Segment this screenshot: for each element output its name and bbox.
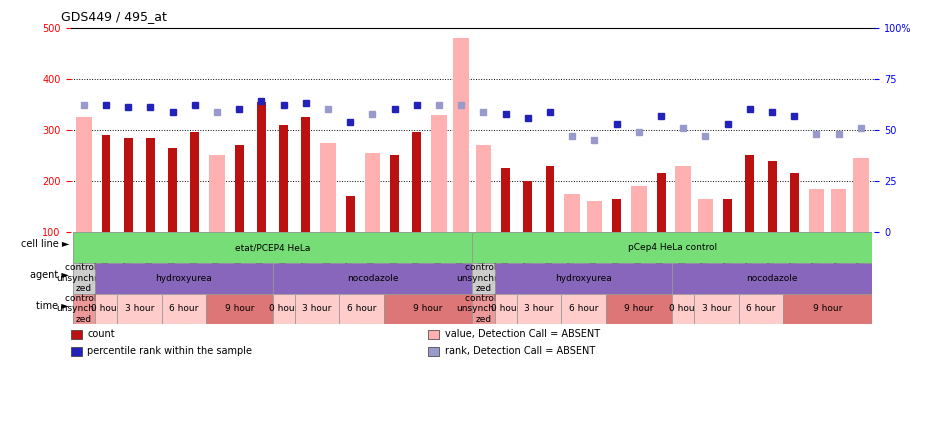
Bar <box>657 173 666 232</box>
Bar <box>831 189 846 232</box>
Bar <box>257 102 266 232</box>
Bar <box>279 125 288 232</box>
Bar <box>453 38 469 232</box>
Bar <box>723 199 732 232</box>
Bar <box>476 145 492 232</box>
Text: 0 hour: 0 hour <box>91 304 120 314</box>
Bar <box>365 153 380 232</box>
Text: value, Detection Call = ABSENT: value, Detection Call = ABSENT <box>445 329 600 340</box>
Text: 6 hour: 6 hour <box>569 304 598 314</box>
Bar <box>390 155 400 232</box>
Text: 3 hour: 3 hour <box>303 304 332 314</box>
Bar <box>676 166 691 232</box>
Bar <box>146 138 155 232</box>
Text: 0 hour: 0 hour <box>668 304 698 314</box>
Text: 0 hour: 0 hour <box>269 304 298 314</box>
Text: 3 hour: 3 hour <box>125 304 154 314</box>
Text: rank, Detection Call = ABSENT: rank, Detection Call = ABSENT <box>445 346 595 357</box>
Text: pCep4 HeLa control: pCep4 HeLa control <box>628 243 716 252</box>
Text: time ►: time ► <box>37 301 70 311</box>
Bar <box>210 155 225 232</box>
Bar <box>76 117 91 232</box>
Bar <box>168 148 177 232</box>
Bar <box>545 166 555 232</box>
Bar <box>854 158 869 232</box>
Bar <box>235 145 243 232</box>
Text: control -
unsynchroni
zed: control - unsynchroni zed <box>56 294 112 324</box>
Text: cell line ►: cell line ► <box>21 239 70 250</box>
Text: 6 hour: 6 hour <box>347 304 376 314</box>
Text: hydroxyurea: hydroxyurea <box>555 273 612 283</box>
Text: percentile rank within the sample: percentile rank within the sample <box>87 346 253 357</box>
Text: 6 hour: 6 hour <box>169 304 198 314</box>
Bar <box>124 138 133 232</box>
Text: 3 hour: 3 hour <box>525 304 554 314</box>
Text: 9 hour: 9 hour <box>813 304 842 314</box>
Bar <box>501 168 510 232</box>
Bar <box>191 132 199 232</box>
Text: hydroxyurea: hydroxyurea <box>155 273 212 283</box>
Text: 3 hour: 3 hour <box>702 304 731 314</box>
Bar <box>697 199 713 232</box>
Bar <box>413 132 421 232</box>
Bar <box>745 155 754 232</box>
Text: 9 hour: 9 hour <box>225 304 254 314</box>
Bar <box>346 196 354 232</box>
Bar <box>321 143 336 232</box>
Text: control -
unsynchroni
zed: control - unsynchroni zed <box>456 294 511 324</box>
Bar <box>431 115 446 232</box>
Text: control -
unsynchroni
zed: control - unsynchroni zed <box>456 263 511 293</box>
Bar <box>524 181 532 232</box>
Text: 9 hour: 9 hour <box>414 304 443 314</box>
Bar <box>612 199 621 232</box>
Text: agent ►: agent ► <box>30 270 70 280</box>
Bar <box>102 135 111 232</box>
Text: nocodazole: nocodazole <box>746 273 798 283</box>
Bar <box>631 186 647 232</box>
Text: GDS449 / 495_at: GDS449 / 495_at <box>61 10 167 23</box>
Text: nocodazole: nocodazole <box>347 273 399 283</box>
Text: etat/PCEP4 HeLa: etat/PCEP4 HeLa <box>235 243 310 252</box>
Bar <box>768 161 776 232</box>
Bar <box>790 173 799 232</box>
Bar <box>565 194 580 232</box>
Text: 0 hour: 0 hour <box>491 304 521 314</box>
Text: control -
unsynchroni
zed: control - unsynchroni zed <box>56 263 112 293</box>
Text: 6 hour: 6 hour <box>746 304 775 314</box>
Bar <box>808 189 824 232</box>
Text: count: count <box>87 329 115 340</box>
Bar <box>302 117 310 232</box>
Text: 9 hour: 9 hour <box>624 304 653 314</box>
Bar <box>587 201 603 232</box>
